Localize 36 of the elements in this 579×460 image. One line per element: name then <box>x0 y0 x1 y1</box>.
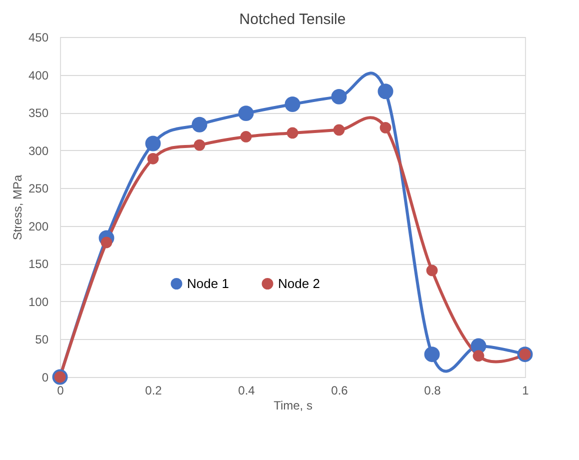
x-tick-label: 0.4 <box>238 384 256 398</box>
y-axis-title: Stress, MPa <box>10 174 24 240</box>
point <box>147 152 159 164</box>
x-tick-label: 1 <box>522 384 530 398</box>
y-tick-label: 300 <box>28 144 49 158</box>
x-tick-label: 0.2 <box>145 384 162 398</box>
point <box>240 131 252 142</box>
point <box>426 264 438 276</box>
y-tick-label: 200 <box>28 219 49 234</box>
x-tick-label: 0.8 <box>424 384 442 398</box>
point <box>238 106 254 122</box>
point <box>331 88 347 104</box>
y-tick-label: 100 <box>28 294 49 309</box>
point <box>472 350 484 362</box>
point <box>194 139 206 151</box>
y-tick-label: 0 <box>42 370 49 384</box>
point <box>286 127 298 139</box>
legend-label: Node 2 <box>278 276 320 291</box>
point <box>378 84 394 100</box>
point <box>145 136 161 152</box>
point <box>192 116 208 132</box>
point <box>333 124 345 136</box>
chart-title: Notched Tensile <box>239 11 346 28</box>
y-tick-label: 150 <box>28 257 49 272</box>
y-tick-label: 400 <box>28 68 49 82</box>
x-axis-title: Time, s <box>274 398 312 412</box>
point <box>380 122 392 134</box>
y-tick-label: 450 <box>28 30 49 44</box>
x-tick-label: 0.6 <box>331 384 348 398</box>
y-tick-label: 250 <box>28 182 49 196</box>
y-tick-label: 50 <box>35 332 49 347</box>
legend-label: Node 1 <box>187 276 229 291</box>
y-tick-label: 350 <box>28 106 49 120</box>
x-tick-label: 0 <box>57 384 64 398</box>
point <box>284 96 300 112</box>
point <box>424 346 440 362</box>
